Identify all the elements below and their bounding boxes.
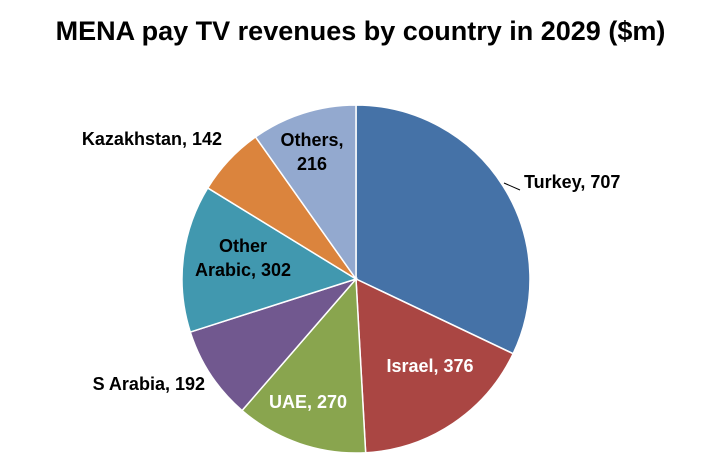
leader-line-turkey	[503, 182, 521, 191]
slice-label-kazakhstan: Kazakhstan, 142	[82, 129, 222, 149]
pie-slice-israel	[355, 277, 515, 454]
chart-title: MENA pay TV revenues by country in 2029 …	[55, 16, 666, 46]
slice-label-others: Others, 216	[280, 130, 343, 174]
slice-label-turkey: Turkey, 707	[524, 172, 620, 192]
pie-slice-other-arabic	[181, 186, 358, 334]
slice-label-other-arabic: Other Arabic, 302	[195, 236, 291, 280]
slice-label-uae: UAE, 270	[269, 392, 347, 412]
slice-label-s-arabia: S Arabia, 192	[93, 374, 205, 394]
pie-slice-others	[254, 104, 357, 282]
slice-label-israel: Israel, 376	[386, 356, 473, 376]
pie-slice-uae	[241, 277, 367, 454]
pie-slice-s-arabia	[189, 277, 359, 412]
pie-slice-turkey	[355, 104, 531, 355]
